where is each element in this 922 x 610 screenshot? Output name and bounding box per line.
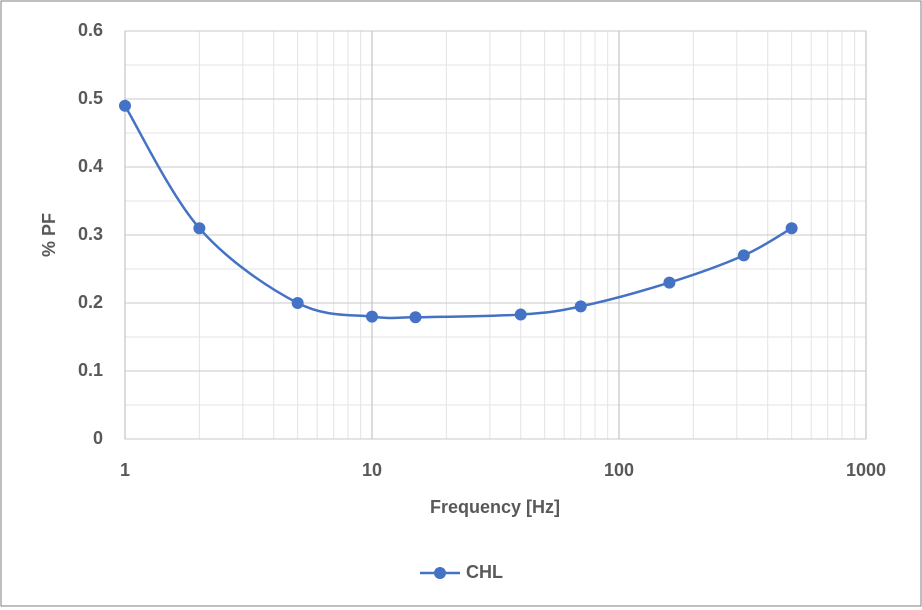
y-tick-label: 0.5 bbox=[78, 88, 103, 108]
y-tick-label: 0 bbox=[93, 428, 103, 448]
legend-label: CHL bbox=[466, 562, 503, 582]
data-point bbox=[193, 222, 206, 235]
data-point bbox=[291, 297, 304, 309]
x-tick-label: 1000 bbox=[846, 460, 886, 480]
y-tick-label: 0.4 bbox=[78, 156, 103, 176]
data-point bbox=[366, 310, 378, 323]
x-tick-label: 100 bbox=[604, 460, 634, 480]
y-tick-label: 0.2 bbox=[78, 292, 103, 312]
data-point bbox=[785, 222, 798, 235]
data-point bbox=[514, 308, 527, 321]
legend-marker bbox=[434, 567, 446, 579]
grid bbox=[124, 30, 867, 440]
data-point bbox=[574, 300, 587, 313]
x-tick-label: 10 bbox=[362, 460, 382, 480]
y-axis-title: % PF bbox=[39, 213, 59, 257]
plot-border bbox=[124, 30, 867, 440]
y-tick-label: 0.6 bbox=[78, 20, 103, 40]
data-point bbox=[119, 99, 131, 112]
data-point bbox=[663, 276, 676, 289]
data-point bbox=[737, 249, 750, 262]
series-line bbox=[123, 105, 793, 320]
y-tick-label: 0.1 bbox=[78, 360, 103, 380]
x-tick-label: 1 bbox=[120, 460, 130, 480]
x-axis-title: Frequency [Hz] bbox=[430, 497, 560, 517]
y-tick-label: 0.3 bbox=[78, 224, 103, 244]
data-point bbox=[409, 311, 422, 324]
